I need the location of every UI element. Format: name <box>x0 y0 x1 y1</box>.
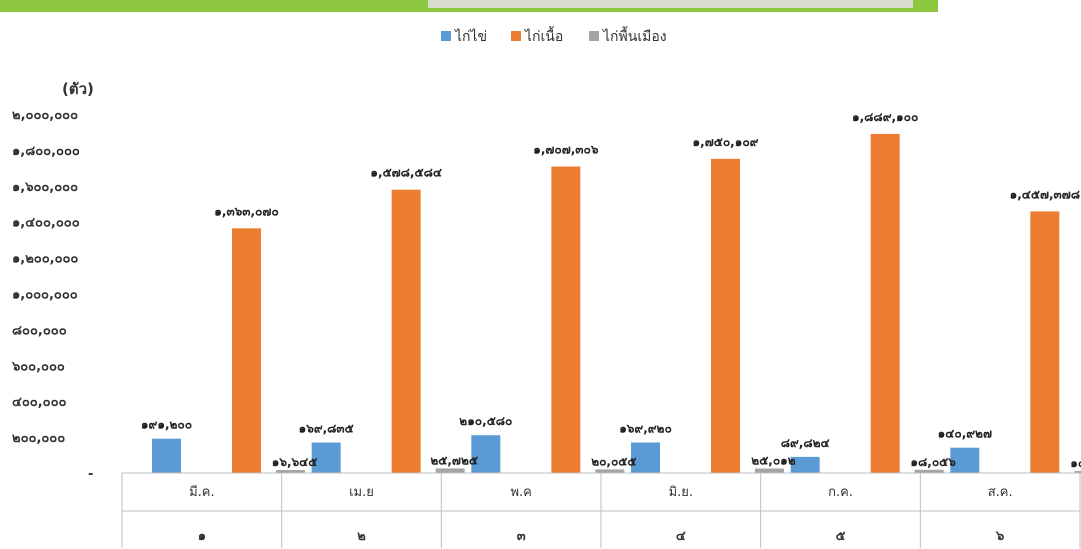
bar-series-3 <box>435 468 465 473</box>
legend-swatch-2 <box>511 31 521 41</box>
bar-series-3 <box>276 470 305 473</box>
legend-label-1: ไก่ไข่ <box>454 28 487 45</box>
data-label-series-2: ๑,๓๖๓,๐๗๐ <box>214 204 278 218</box>
y-tick-label: ๒,๐๐๐,๐๐๐ <box>12 108 78 123</box>
y-tick-label: ๖๐๐,๐๐๐ <box>11 359 65 374</box>
data-label-series-3: ๑๖,๖๔๕ <box>272 455 318 469</box>
data-label-series-3: ๑๘,๐๕๖ <box>910 455 956 469</box>
data-label-series-3: ๒๕,๗๒๕ <box>430 453 478 467</box>
data-label-series-3: ๑๐,๗๖๕ <box>1070 456 1081 470</box>
y-tick-label: ๒๐๐,๐๐๐ <box>12 431 65 446</box>
category-month-label: เม.ย <box>349 485 374 500</box>
bar-series-2 <box>391 189 421 473</box>
bar-series-2 <box>870 133 900 473</box>
data-label-series-2: ๑,๗๐๗,๓๐๖ <box>533 143 599 157</box>
category-axis-table: มี.ค. ๑ เม.ย๒ พ.ค๓ มิ.ย. ๔ ก.ค. ๕ ส.ค. ๖ <box>121 472 1081 548</box>
bar-series-1 <box>311 442 341 473</box>
data-label-series-2: ๑,๗๕๐,๑๐๙ <box>693 135 759 149</box>
y-tick-label: ๑,๐๐๐,๐๐๐ <box>12 288 78 303</box>
y-axis-ticks: - ๒๐๐,๐๐๐ ๔๐๐,๐๐๐ ๖๐๐,๐๐๐ ๘๐๐,๐๐๐ ๑,๐๐๐,๐๐๐ ๑,… <box>11 108 93 482</box>
category-number-label: ๒ <box>357 529 366 544</box>
legend-swatch-3 <box>589 31 599 41</box>
bar-series-1 <box>631 442 660 473</box>
bar-series-2 <box>711 158 740 473</box>
data-label-series-2: ๑,๘๘๙,๑๐๐ <box>852 110 918 124</box>
y-tick-label: ๘๐๐,๐๐๐ <box>12 323 67 338</box>
data-label-series-1: ๑๙๑,๒๐๐ <box>141 418 192 432</box>
data-label-series-1: ๑๖๙,๙๒๐ <box>619 421 672 435</box>
y-tick-label: ๔๐๐,๐๐๐ <box>12 395 67 410</box>
category-number-label: ๑ <box>198 529 206 544</box>
category-number-label: ๕ <box>836 529 846 544</box>
bar-series-3 <box>755 468 784 473</box>
header-band-inner <box>428 0 913 8</box>
bar-series-3 <box>595 469 625 473</box>
category-month-label: มี.ค. <box>189 484 215 500</box>
bar-series-3 <box>1074 471 1081 473</box>
y-tick-label: ๑,๘๐๐,๐๐๐ <box>12 144 80 159</box>
y-tick-label: ๑,๔๐๐,๐๐๐ <box>12 216 80 231</box>
legend-label-3: ไก่พื้นเมือง <box>602 26 667 45</box>
data-label-series-2: ๑,๕๗๘,๕๘๔ <box>370 166 442 180</box>
bar-series-1 <box>950 447 980 473</box>
legend: ไก่ไข่ ไก่เนื้อ ไก่พื้นเมือง <box>441 26 667 45</box>
header-band <box>0 0 938 12</box>
bar-series-2 <box>1030 211 1060 474</box>
data-label-series-1: ๑๖๙,๘๓๕ <box>299 422 354 436</box>
y-tick-label: ๑,๖๐๐,๐๐๐ <box>12 180 78 195</box>
bar-series-1 <box>790 456 820 473</box>
bar-series-3 <box>914 469 944 473</box>
data-label-series-2: ๑,๔๕๗,๓๗๘ <box>1010 187 1080 201</box>
bar-series-1 <box>152 438 181 473</box>
legend-swatch-1 <box>441 31 451 41</box>
bar-series-2 <box>232 228 261 473</box>
category-month-label: มิ.ย. <box>669 485 693 500</box>
category-month-label: พ.ค <box>510 485 531 500</box>
category-number-label: ๓ <box>517 529 526 544</box>
data-label-series-1: ๘๙,๘๒๔ <box>781 436 830 450</box>
category-month-label: ก.ค. <box>828 485 853 500</box>
y-axis-unit-label: (ตัว) <box>62 80 94 98</box>
data-label-series-3: ๒๕,๐๑๒ <box>751 454 795 468</box>
y-tick-label: ๑,๒๐๐,๐๐๐ <box>12 252 78 267</box>
bar-series-1 <box>471 435 501 473</box>
bar-series-2 <box>551 166 581 473</box>
category-number-label: ๔ <box>676 529 686 544</box>
data-label-series-1: ๑๔๐,๙๒๗ <box>938 427 992 441</box>
data-label-series-3: ๒๐,๐๕๕ <box>591 454 636 468</box>
data-label-series-1: ๒๑๐,๕๘๐ <box>459 414 512 428</box>
category-number-label: ๖ <box>995 529 1004 544</box>
y-tick-label: - <box>88 467 93 482</box>
legend-label-2: ไก่เนื้อ <box>524 26 563 45</box>
category-month-label: ส.ค. <box>988 485 1013 500</box>
